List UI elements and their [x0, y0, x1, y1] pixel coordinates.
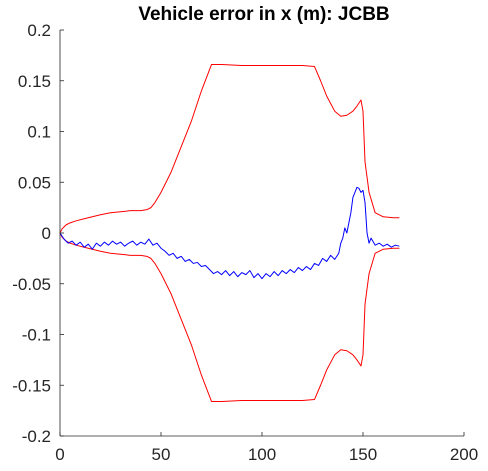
series-line-2: [59, 186, 400, 280]
y-tick-label: -0.05: [12, 275, 51, 294]
y-tick-label: 0.1: [27, 123, 51, 142]
x-tick-label: 150: [349, 445, 377, 464]
x-tick-label: 50: [152, 445, 171, 464]
y-tick-label: -0.15: [12, 376, 51, 395]
series-line-0: [59, 64, 400, 234]
series-layer: [59, 64, 400, 402]
axes-layer: 0 50 100 150 200 -0.2 -0.15 -0.1 -0.05 0 0.05 0.1 0.…: [12, 21, 478, 464]
x-tick-label: 200: [450, 445, 478, 464]
y-tick-label: 0: [42, 224, 51, 243]
plot-area: [60, 30, 464, 436]
x-tick-label: 100: [248, 445, 276, 464]
y-tick-label: 0.15: [18, 72, 51, 91]
x-tick-label: 0: [55, 445, 64, 464]
chart-title: Vehicle error in x (m): JCBB: [138, 4, 389, 25]
y-tick-label: 0.05: [18, 173, 51, 192]
y-tick-label: -0.1: [22, 326, 51, 345]
y-tick-label: 0.2: [27, 21, 51, 40]
y-tick-label: -0.2: [22, 427, 51, 446]
plot-background: [60, 30, 464, 436]
